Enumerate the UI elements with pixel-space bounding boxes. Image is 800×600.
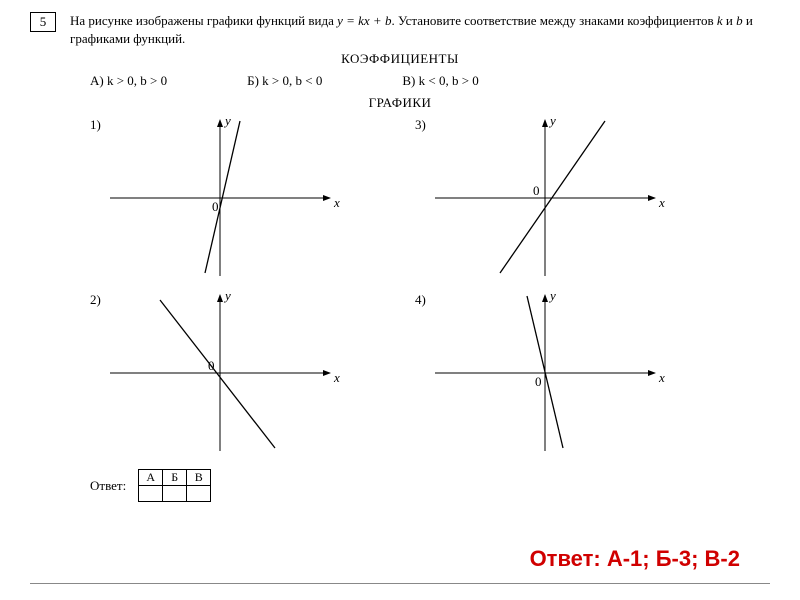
option-a: А) k > 0, b > 0: [90, 73, 167, 89]
y-axis-label: y: [548, 288, 556, 303]
graph-3-label: 3): [415, 117, 426, 133]
problem-number: 5: [30, 12, 56, 32]
graph-4: 4) 0 x y: [415, 288, 710, 463]
graph-2-svg: 0 x y: [90, 288, 350, 458]
origin-label: 0: [535, 374, 542, 389]
y-axis-label: y: [223, 113, 231, 128]
graph-1: 1) 0 x y: [90, 113, 385, 288]
graph-3-line: [500, 121, 605, 273]
bottom-rule: [30, 583, 770, 584]
x-axis-label: x: [658, 195, 665, 210]
coefficients-options: А) k > 0, b > 0 Б) k > 0, b < 0 В) k < 0…: [90, 73, 770, 89]
text-part-2: . Установите соответствие между знаками …: [391, 13, 716, 28]
graph-4-svg: 0 x y: [415, 288, 675, 458]
answer-header-c: В: [187, 470, 211, 486]
graph-1-line: [205, 121, 240, 273]
answer-header-b: Б: [163, 470, 187, 486]
origin-label: 0: [212, 199, 219, 214]
coefficients-heading: КОЭФФИЦИЕНТЫ: [30, 51, 770, 67]
graph-1-svg: 0 x y: [90, 113, 350, 283]
graph-3-svg: 0 x y: [415, 113, 675, 283]
graph-4-label: 4): [415, 292, 426, 308]
y-axis-label: y: [548, 113, 556, 128]
origin-label: 0: [208, 358, 215, 373]
graph-2-line: [160, 300, 275, 448]
final-answer: Ответ: А-1; Б-3; В-2: [530, 546, 740, 572]
y-axis-label: y: [223, 288, 231, 303]
x-axis-label: x: [333, 370, 340, 385]
answer-cell-c: [187, 486, 211, 502]
graph-2-label: 2): [90, 292, 101, 308]
option-b: Б) k > 0, b < 0: [247, 73, 322, 89]
answer-cell-b: [163, 486, 187, 502]
graph-3: 3) 0 x y: [415, 113, 710, 288]
option-c: В) k < 0, b > 0: [402, 73, 478, 89]
answer-cell-a: [139, 486, 163, 502]
origin-label: 0: [533, 183, 540, 198]
problem-text: На рисунке изображены графики функций ви…: [70, 12, 770, 47]
answer-header-a: А: [139, 470, 163, 486]
answer-label: Ответ:: [90, 478, 126, 494]
answer-table: А Б В: [138, 469, 211, 502]
x-axis-label: x: [658, 370, 665, 385]
text-part-1: На рисунке изображены графики функций ви…: [70, 13, 337, 28]
graph-1-label: 1): [90, 117, 101, 133]
graphs-heading: ГРАФИКИ: [30, 95, 770, 111]
formula: y = kx + b: [337, 13, 391, 28]
graphs-grid: 1) 0 x y 3) 0 x y 2) 0: [90, 113, 710, 463]
graph-2: 2) 0 x y: [90, 288, 385, 463]
x-axis-label: x: [333, 195, 340, 210]
and-word: и: [723, 13, 736, 28]
